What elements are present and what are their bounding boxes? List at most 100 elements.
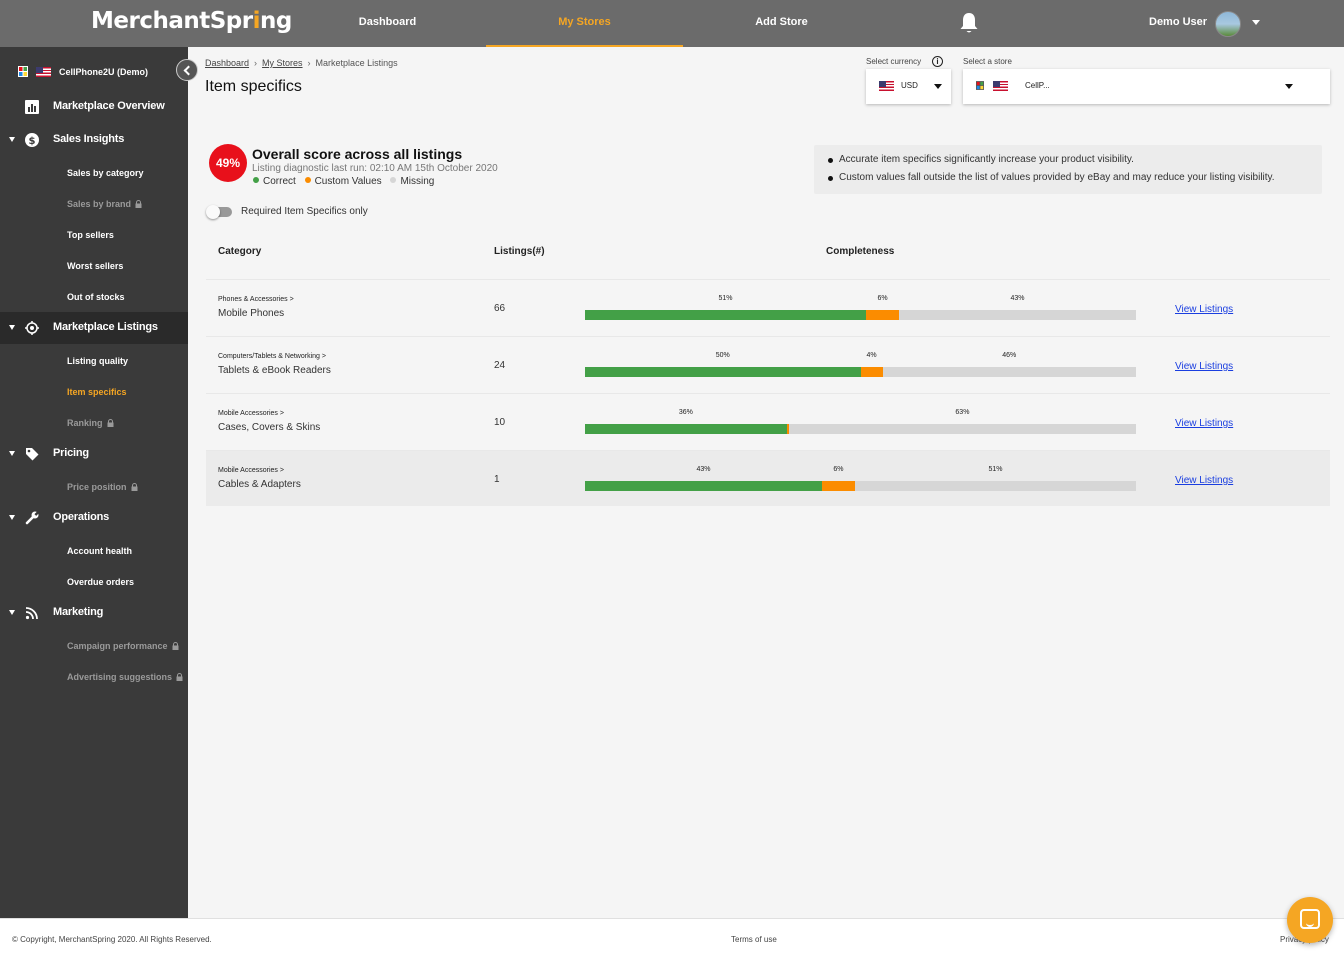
tips-panel: Accurate item specifics significantly in… (814, 145, 1322, 194)
sidebar-item-price-position[interactable]: Price position (67, 482, 138, 492)
completeness-bar (585, 367, 1136, 377)
percent-label: 46% (1002, 352, 1017, 359)
completeness-bar (585, 481, 1136, 491)
chevron-right-icon: › (307, 58, 311, 68)
sidebar-item-overdue-orders[interactable]: Overdue orders (67, 577, 135, 587)
store-select[interactable]: CellP... (963, 69, 1330, 104)
sidebar-item-sales-by-brand[interactable]: Sales by brand (67, 199, 142, 209)
copyright-text: © Copyright, MerchantSpring 2020. All Ri… (12, 935, 212, 944)
tag-icon (26, 448, 39, 461)
avatar[interactable] (1215, 11, 1241, 37)
view-listings-link[interactable]: View Listings (1175, 418, 1234, 429)
category-name: Cases, Covers & Skins (218, 422, 321, 433)
completeness-bar (585, 310, 1136, 320)
table-row: Mobile Accessories > Cables & Adapters 1 43… (206, 450, 1330, 506)
view-listings-link[interactable]: View Listings (1175, 304, 1234, 315)
page-title: Item specifics (205, 78, 302, 95)
chat-button[interactable] (1287, 897, 1333, 943)
view-listings-link[interactable]: View Listings (1175, 475, 1234, 486)
required-specifics-toggle[interactable] (206, 205, 233, 219)
store-switcher[interactable]: CellPhone2U (Demo) (0, 47, 188, 95)
store-select-label: Select a store (963, 57, 1012, 66)
logo-accent: i (252, 8, 261, 34)
lock-icon (172, 642, 179, 650)
percent-label: 43% (1010, 295, 1025, 302)
nav-tab-add-store[interactable]: Add Store (755, 16, 808, 28)
sidebar-item-label: Sales by brand (67, 199, 132, 209)
footer: © Copyright, MerchantSpring 2020. All Ri… (0, 918, 1344, 957)
score-legend: Correct Custom Values Missing (253, 176, 440, 187)
percent-label: 43% (696, 466, 711, 473)
correct-segment (585, 367, 861, 377)
collapse-sidebar-button[interactable] (176, 59, 198, 81)
breadcrumb-dashboard[interactable]: Dashboard (205, 58, 250, 68)
chevron-down-icon[interactable] (1252, 20, 1260, 25)
sidebar-item-out-of-stocks[interactable]: Out of stocks (67, 292, 125, 302)
sidebar-item-pricing[interactable]: Pricing (0, 438, 188, 470)
us-flag-icon (879, 81, 894, 91)
table-row: Phones & Accessories > Mobile Phones 66 51%… (206, 279, 1330, 335)
chevron-right-icon: › (254, 58, 258, 68)
sidebar-item-sales-by-category[interactable]: Sales by category (67, 168, 144, 178)
legend-correct-dot (253, 177, 259, 183)
table-row: Mobile Accessories > Cases, Covers & Skin… (206, 393, 1330, 449)
dollar-icon: $ (25, 133, 39, 147)
wrench-icon (25, 511, 39, 525)
logo-text-end: ng (260, 8, 292, 34)
sidebar-item-advertising-suggestions[interactable]: Advertising suggestions (67, 672, 183, 682)
category-name: Cables & Adapters (218, 479, 301, 490)
toggle-label: Required Item Specifics only (241, 206, 368, 217)
breadcrumb-current: Marketplace Listings (315, 58, 398, 68)
overall-score-badge: 49% (209, 144, 247, 182)
custom-segment (860, 367, 883, 377)
category-parent: Mobile Accessories > (218, 410, 284, 417)
merchantspring-logo[interactable]: MerchantSpring (91, 8, 292, 34)
tip-item: Custom values fall outside the list of v… (828, 172, 1275, 183)
sidebar-item-account-health[interactable]: Account health (67, 546, 133, 556)
tip-item: Accurate item specifics significantly in… (828, 154, 1134, 165)
user-name[interactable]: Demo User (1149, 16, 1208, 28)
sidebar-section-label: Marketing (53, 606, 104, 618)
percent-label: 6% (877, 295, 888, 302)
lock-icon (135, 200, 142, 208)
info-icon[interactable]: i (932, 56, 943, 67)
terms-link[interactable]: Terms of use (731, 935, 777, 944)
score-title: Overall score across all listings (252, 146, 463, 162)
sidebar-item-worst-sellers[interactable]: Worst sellers (67, 261, 124, 271)
sidebar-section-label: Pricing (53, 447, 89, 459)
percent-label: 51% (718, 295, 733, 302)
breadcrumb-my-stores[interactable]: My Stores (262, 58, 303, 68)
sidebar-item-listing-quality[interactable]: Listing quality (67, 356, 129, 366)
category-parent: Computers/Tablets & Networking > (218, 353, 326, 360)
category-name: Mobile Phones (218, 308, 285, 319)
sidebar-section-label: Marketplace Overview (53, 100, 165, 112)
sidebar-item-marketplace-overview[interactable]: Marketplace Overview (0, 91, 188, 123)
sidebar-item-marketing[interactable]: Marketing (0, 597, 188, 629)
view-listings-link[interactable]: View Listings (1175, 361, 1234, 372)
legend-missing-dot (390, 177, 397, 183)
nav-tab-dashboard[interactable]: Dashboard (358, 16, 417, 28)
chevron-down-icon (1285, 84, 1293, 89)
bell-icon[interactable] (959, 12, 979, 34)
sidebar-item-label: Price position (67, 482, 127, 492)
sidebar-item-top-sellers[interactable]: Top sellers (67, 230, 114, 240)
sidebar-item-item-specifics[interactable]: Item specifics (67, 387, 127, 397)
legend-custom-dot (304, 177, 311, 183)
us-flag-icon (993, 81, 1008, 91)
sidebar-item-operations[interactable]: Operations (0, 502, 188, 534)
sidebar: CellPhone2U (Demo) Marketplace Overview … (0, 47, 198, 918)
correct-segment (585, 481, 822, 491)
sidebar-item-campaign-performance[interactable]: Campaign performance (67, 641, 179, 651)
custom-segment (866, 310, 900, 320)
sidebar-item-label: Advertising suggestions (67, 672, 173, 682)
store-icon (976, 81, 984, 90)
currency-select[interactable]: USD (866, 69, 951, 104)
nav-tab-my-stores[interactable]: My Stores (486, 0, 683, 47)
sidebar-item-sales-insights[interactable]: $ Sales Insights (0, 124, 188, 156)
svg-text:$: $ (29, 136, 36, 147)
custom-segment (821, 481, 855, 491)
listing-count: 1 (494, 474, 500, 485)
percent-label: 63% (955, 409, 970, 416)
sidebar-item-ranking[interactable]: Ranking (67, 418, 114, 428)
sidebar-item-marketplace-listings[interactable]: Marketplace Listings (0, 312, 188, 344)
